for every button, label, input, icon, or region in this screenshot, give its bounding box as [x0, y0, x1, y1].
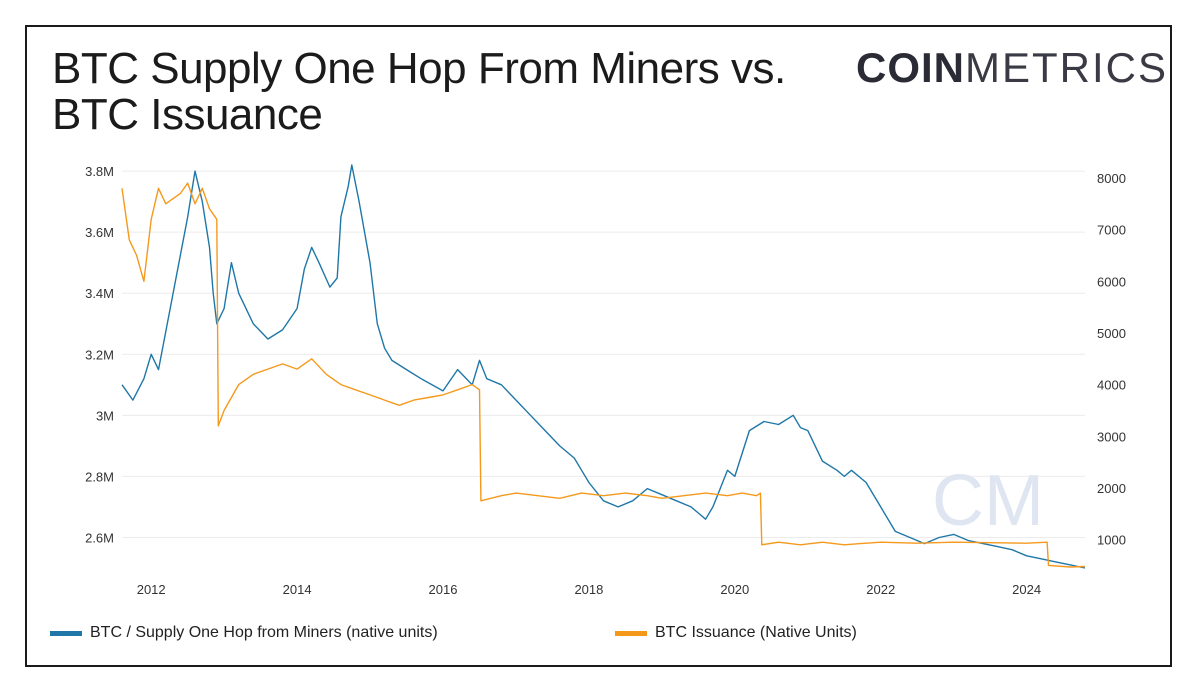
x-tick-label: 2016	[429, 582, 458, 597]
x-tick-label: 2012	[137, 582, 166, 597]
right-tick-label: 5000	[1097, 326, 1126, 341]
x-tick-label: 2022	[866, 582, 895, 597]
x-tick-label: 2020	[720, 582, 749, 597]
coinmetrics-logo: COINMETRICS	[856, 44, 1168, 92]
x-tick-label: 2018	[574, 582, 603, 597]
legend-item-issuance[interactable]: BTC Issuance (Native Units)	[615, 624, 857, 642]
right-tick-label: 4000	[1097, 378, 1126, 393]
right-tick-label: 6000	[1097, 274, 1126, 289]
legend-label-issuance: BTC Issuance (Native Units)	[655, 624, 857, 641]
chart-frame	[25, 25, 1172, 667]
left-tick-label: 3.8M	[85, 164, 114, 179]
legend-item-supply[interactable]: BTC / Supply One Hop from Miners (native…	[50, 624, 438, 642]
left-tick-label: 2.6M	[85, 530, 114, 545]
legend-swatch-issuance	[615, 630, 647, 636]
right-tick-label: 2000	[1097, 481, 1126, 496]
logo-bold-text: COIN	[856, 44, 965, 91]
x-tick-label: 2014	[283, 582, 312, 597]
left-tick-label: 3.2M	[85, 347, 114, 362]
legend-swatch-supply	[50, 630, 82, 636]
cm-watermark: CM	[932, 461, 1044, 541]
right-tick-label: 3000	[1097, 429, 1126, 444]
left-axis-ticks: 2.6M 2.8M 3M 3.2M 3.4M 3.6M 3.8M	[85, 164, 114, 545]
right-tick-label: 8000	[1097, 171, 1126, 186]
chart-title: BTC Supply One Hop From Miners vs. BTC I…	[52, 44, 786, 139]
right-tick-label: 1000	[1097, 533, 1126, 548]
legend-label-supply: BTC / Supply One Hop from Miners (native…	[90, 624, 438, 641]
right-tick-label: 7000	[1097, 223, 1126, 238]
left-tick-label: 3.4M	[85, 286, 114, 301]
series-line-issuance	[121, 182, 1086, 568]
logo-light-text: METRICS	[965, 44, 1168, 91]
right-axis-ticks: 1000 2000 3000 4000 5000 6000 7000 8000	[1097, 171, 1126, 548]
left-tick-label: 3M	[96, 408, 114, 423]
series-line-supply	[121, 164, 1086, 569]
x-axis-ticks: 2012 2014 2016 2018 2020 2022 2024	[137, 582, 1041, 597]
x-tick-label: 2024	[1012, 582, 1041, 597]
series-layer	[121, 164, 1086, 569]
grid-lines	[122, 170, 1085, 538]
left-tick-label: 3.6M	[85, 225, 114, 240]
left-tick-label: 2.8M	[85, 469, 114, 484]
